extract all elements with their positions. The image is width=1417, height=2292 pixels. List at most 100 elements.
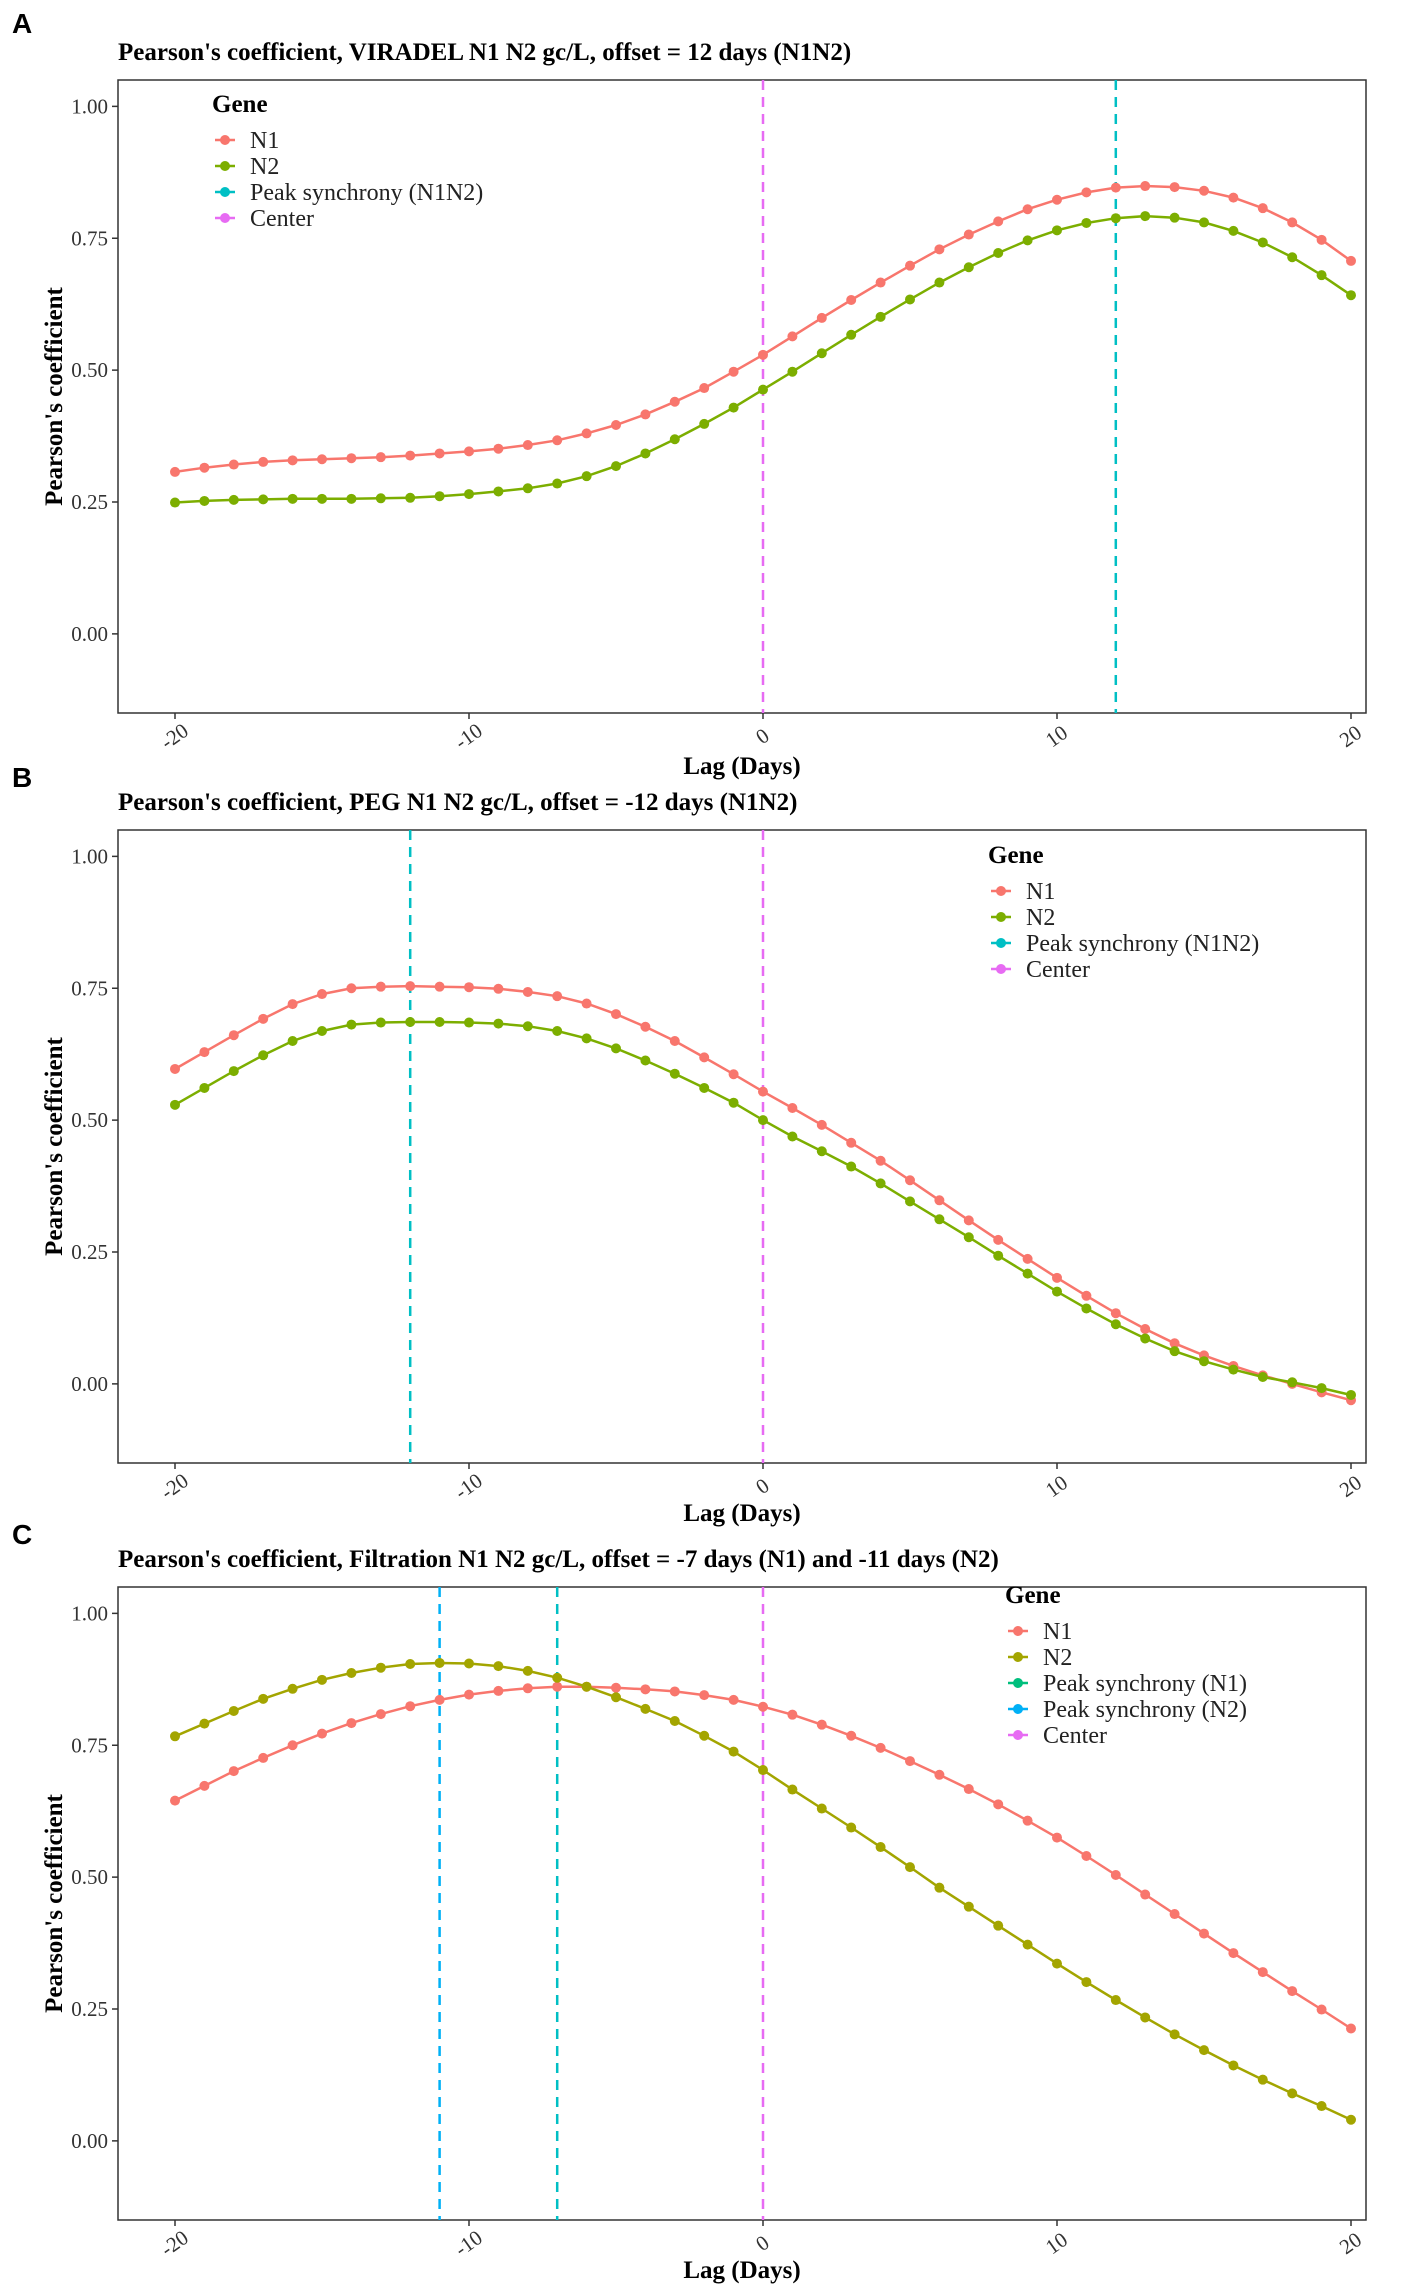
data-point-n1	[669, 1686, 680, 1697]
data-point-n2	[699, 1730, 710, 1741]
data-point-n1	[1228, 1948, 1239, 1959]
data-point-n1	[905, 260, 915, 271]
data-point-n2	[758, 1115, 768, 1126]
data-point-n2	[287, 493, 298, 504]
data-point-n2	[1228, 2060, 1239, 2071]
x-tick-label: -10	[450, 2225, 487, 2261]
data-point-n2	[199, 495, 210, 506]
data-point-n1	[1199, 1928, 1209, 1939]
y-tick-label: 0.75	[71, 226, 108, 250]
legend-key-dot	[1013, 1652, 1023, 1662]
data-point-n1	[669, 1036, 680, 1046]
data-point-n1	[552, 991, 563, 1002]
data-point-n2	[1110, 1995, 1121, 2006]
data-point-n1	[1052, 1832, 1062, 1843]
data-point-n1	[199, 1780, 210, 1791]
data-point-n2	[1316, 1383, 1327, 1394]
data-point-n2	[1199, 2045, 1209, 2056]
data-point-n2	[170, 1099, 180, 1110]
data-point-n1	[963, 1784, 974, 1795]
legend-key-dot	[220, 161, 230, 171]
data-point-n1	[611, 419, 621, 430]
data-point-n2	[522, 1665, 533, 1676]
legend-label: N1	[250, 128, 279, 154]
data-point-n2	[170, 1731, 180, 1742]
data-point-n1	[728, 1694, 739, 1705]
x-tick-label: -20	[156, 2225, 193, 2261]
data-point-n2	[375, 1662, 386, 1673]
legend-key-dot	[220, 187, 230, 197]
data-point-n2	[875, 1842, 886, 1853]
data-point-n2	[993, 248, 1004, 259]
chart-title: Pearson's coefficient, Filtration N1 N2 …	[118, 1546, 999, 1573]
data-point-n2	[1052, 225, 1062, 236]
data-point-n1	[346, 1718, 357, 1729]
data-point-n1	[170, 466, 180, 477]
y-tick-label: 0.75	[71, 976, 108, 1000]
data-point-n1	[1316, 2004, 1327, 2015]
data-point-n1	[1081, 1851, 1092, 1862]
data-point-n2	[581, 471, 592, 482]
legend-key-dot	[1013, 1730, 1023, 1740]
panel-label: A	[12, 8, 32, 39]
data-point-n2	[846, 1161, 857, 1172]
data-point-n1	[258, 456, 269, 467]
legend-key-dot	[220, 213, 230, 223]
data-point-n1	[728, 1069, 739, 1080]
data-point-n1	[375, 1709, 386, 1720]
data-point-n1	[728, 366, 739, 377]
y-tick-label: 0.00	[71, 622, 108, 646]
data-point-n1	[875, 1155, 886, 1166]
data-point-n1	[1257, 1967, 1268, 1978]
y-tick-label: 1.00	[71, 844, 108, 868]
data-point-n2	[434, 1657, 445, 1668]
data-point-n2	[905, 294, 915, 305]
data-point-n1	[1287, 1986, 1298, 1997]
data-point-n1	[375, 981, 386, 992]
data-point-n2	[611, 1692, 621, 1703]
data-point-n2	[464, 489, 474, 500]
legend-title: Gene	[988, 842, 1044, 869]
data-point-n2	[1169, 1346, 1180, 1357]
data-point-n2	[1081, 1303, 1092, 1314]
data-point-n2	[258, 1693, 269, 1704]
data-point-n2	[846, 1822, 857, 1833]
data-point-n1	[287, 999, 298, 1010]
data-point-n1	[1052, 1272, 1062, 1283]
data-point-n1	[1081, 1290, 1092, 1301]
data-point-n2	[434, 1017, 445, 1028]
data-point-n2	[287, 1683, 298, 1694]
data-point-n2	[875, 311, 886, 322]
data-point-n1	[199, 1047, 210, 1058]
data-point-n2	[464, 1658, 474, 1669]
panel-b: B Pearson's coefficient, PEG N1 N2 gc/L, …	[12, 762, 1367, 1527]
data-point-n2	[640, 1703, 651, 1714]
data-point-n2	[346, 493, 357, 504]
data-point-n2	[1140, 2012, 1151, 2023]
data-point-n2	[552, 1672, 563, 1683]
data-point-n2	[787, 1131, 798, 1142]
x-tick-label: -10	[450, 718, 487, 754]
data-point-n2	[317, 493, 327, 504]
legend-label: Peak synchrony (N1)	[1043, 1671, 1247, 1697]
data-point-n2	[934, 1214, 945, 1225]
data-point-n2	[1110, 1319, 1121, 1330]
data-point-n2	[1287, 1377, 1298, 1388]
data-point-n1	[522, 440, 533, 451]
data-point-n2	[170, 497, 180, 508]
legend-key-dot	[220, 135, 230, 145]
legend-label: Center	[250, 206, 314, 232]
data-point-n1	[228, 459, 239, 470]
data-point-n2	[728, 1097, 739, 1108]
data-point-n2	[552, 1025, 563, 1036]
data-point-n2	[816, 1803, 827, 1814]
data-point-n2	[611, 461, 621, 472]
legend-key-dot	[996, 938, 1006, 948]
data-point-n1	[287, 455, 298, 466]
y-axis-title: Pearson's coefficient	[41, 286, 68, 505]
data-point-n1	[993, 1799, 1004, 1810]
data-point-n1	[787, 1709, 798, 1720]
data-point-n2	[1228, 225, 1239, 236]
